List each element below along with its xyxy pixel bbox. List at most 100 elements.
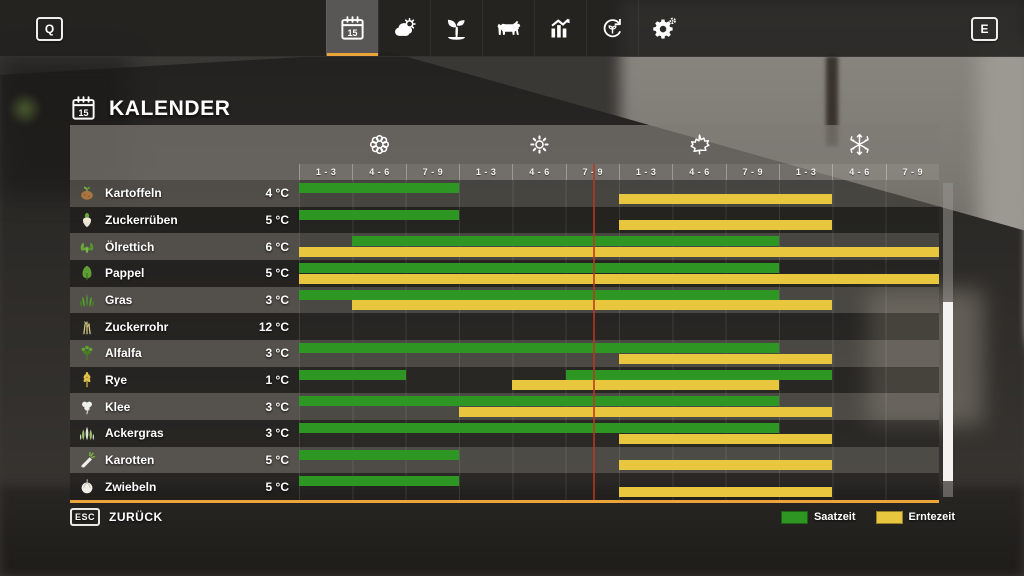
- crop-germination-temp: 3 °C: [265, 426, 289, 441]
- crop-row-left: Rye 1 °C: [70, 366, 299, 394]
- crop-period-chart: [299, 286, 939, 314]
- crop-period-chart: [299, 340, 939, 367]
- sow-period-bar: [299, 263, 779, 274]
- alfalfa-icon: [78, 344, 96, 362]
- month-label: 4 - 6: [672, 164, 725, 180]
- table-row: Klee 3 °C: [70, 393, 939, 421]
- crop-period-chart: [299, 313, 939, 341]
- season-autumn: [619, 125, 779, 164]
- crop-name: Klee: [105, 399, 131, 414]
- sow-period-bar: [299, 369, 406, 380]
- svg-text:15: 15: [78, 108, 88, 118]
- current-date-line: [592, 164, 595, 500]
- month-label: 1 - 3: [778, 164, 832, 180]
- table-row: Gras 3 °C: [70, 286, 939, 314]
- crop-germination-temp: 4 °C: [265, 186, 289, 201]
- header-chart-area: 1 - 34 - 67 - 91 - 34 - 67 - 91 - 34 - 6…: [299, 125, 939, 180]
- crop-period-chart: [299, 180, 939, 207]
- crop-period-chart: [299, 420, 939, 447]
- calendar-icon: 15: [339, 15, 366, 42]
- chart-icon: [547, 15, 574, 42]
- month-label: 4 - 6: [352, 164, 405, 180]
- crop-germination-temp: 1 °C: [265, 373, 289, 388]
- crop-row-left: Pappel 5 °C: [70, 260, 299, 287]
- sugar-beet-icon: [78, 211, 96, 229]
- calendar-icon: 15: [70, 95, 97, 122]
- harvest-period-bar: [512, 380, 779, 391]
- crop-period-chart: [299, 473, 939, 501]
- key-hint-e[interactable]: E: [971, 17, 998, 41]
- table-row: Karotten 5 °C: [70, 446, 939, 474]
- crop-row-left: Karotten 5 °C: [70, 446, 299, 474]
- crop-period-chart: [299, 446, 939, 474]
- crop-name: Ölrettich: [105, 239, 155, 254]
- month-label: 1 - 3: [299, 164, 352, 180]
- table-row: Ölrettich 6 °C: [70, 233, 939, 261]
- sun-icon: [527, 132, 552, 157]
- month-label: 4 - 6: [832, 164, 885, 180]
- crop-name: Karotten: [105, 453, 155, 468]
- harvest-period-bar: [619, 353, 833, 364]
- crop-germination-temp: 5 °C: [265, 453, 289, 468]
- sow-color-swatch: [780, 510, 808, 524]
- tab-animals[interactable]: [482, 0, 534, 56]
- tab-economy[interactable]: [586, 0, 638, 56]
- harvest-period-bar: [619, 433, 833, 444]
- crop-period-chart: [299, 233, 939, 261]
- back-button[interactable]: ESC ZURÜCK: [70, 508, 163, 526]
- crop-period-chart: [299, 393, 939, 421]
- crop-period-chart: [299, 366, 939, 394]
- snowflake-icon: [847, 132, 872, 157]
- field-grass-icon: [78, 424, 96, 442]
- svg-text:15: 15: [347, 28, 357, 38]
- flower-icon: [367, 132, 392, 157]
- calendar-header: 1 - 34 - 67 - 91 - 34 - 67 - 91 - 34 - 6…: [70, 125, 939, 180]
- sow-period-bar: [299, 209, 459, 220]
- legend-sow-label: Saatzeit: [813, 511, 856, 523]
- crop-row-left: Ölrettich 6 °C: [70, 233, 299, 261]
- table-row: Zuckerrohr 12 °C: [70, 313, 939, 341]
- season-summer: [459, 125, 619, 164]
- scrollbar-thumb[interactable]: [943, 302, 953, 482]
- tab-crops[interactable]: [430, 0, 482, 56]
- tab-settings[interactable]: [638, 0, 690, 56]
- table-row: Kartoffeln 4 °C: [70, 180, 939, 207]
- crop-name: Gras: [105, 293, 133, 308]
- harvest-period-bar: [299, 273, 939, 284]
- tab-calendar[interactable]: 15: [326, 0, 378, 56]
- sow-period-bar: [565, 369, 833, 380]
- crop-name: Alfalfa: [105, 346, 142, 361]
- month-label: 7 - 9: [405, 164, 459, 180]
- harvest-period-bar: [619, 220, 833, 231]
- crop-name: Rye: [105, 373, 128, 388]
- tab-weather[interactable]: [378, 0, 430, 56]
- key-hint-q[interactable]: Q: [36, 17, 63, 41]
- table-row: Zwiebeln 5 °C: [70, 473, 939, 501]
- crop-name: Pappel: [105, 266, 145, 281]
- month-label: 7 - 9: [885, 164, 939, 180]
- scrollbar[interactable]: [943, 183, 953, 497]
- month-labels-row: 1 - 34 - 67 - 91 - 34 - 67 - 91 - 34 - 6…: [299, 164, 939, 180]
- back-label: ZURÜCK: [109, 510, 163, 524]
- calendar-body: Kartoffeln 4 °C Zuckerrüben 5 °C Ölrettich 6 …: [70, 180, 939, 501]
- sugarcane-icon: [78, 318, 96, 336]
- month-label: 7 - 9: [565, 164, 619, 180]
- harvest-period-bar: [619, 460, 833, 471]
- table-row: Rye 1 °C: [70, 366, 939, 394]
- harvest-period-bar: [619, 193, 833, 204]
- nav-tabs: 15: [326, 0, 690, 56]
- harvest-period-bar: [459, 407, 833, 418]
- table-row: Ackergras 3 °C: [70, 420, 939, 447]
- gear-icon: [651, 15, 678, 42]
- month-label: 7 - 9: [725, 164, 779, 180]
- month-label: 1 - 3: [618, 164, 672, 180]
- maple-leaf-icon: [687, 132, 712, 157]
- crop-row-left: Kartoffeln 4 °C: [70, 180, 299, 207]
- top-bar: Q 15 E: [0, 0, 1024, 57]
- carrot-icon: [78, 451, 96, 469]
- background-crates: [868, 290, 983, 425]
- calendar-table: 1 - 34 - 67 - 91 - 34 - 67 - 91 - 34 - 6…: [70, 125, 939, 503]
- tab-statistics[interactable]: [534, 0, 586, 56]
- table-row: Alfalfa 3 °C: [70, 340, 939, 367]
- background-pole: [826, 56, 838, 146]
